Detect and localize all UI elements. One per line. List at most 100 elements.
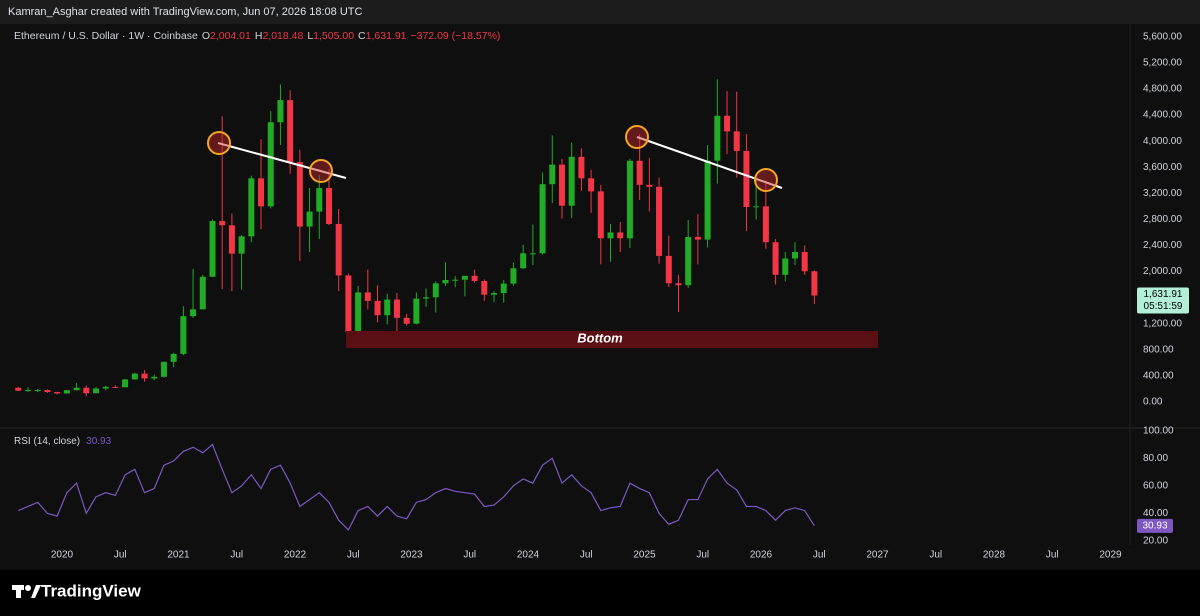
y-tick-label: 4,000.00	[1143, 136, 1182, 147]
candle-body	[248, 178, 255, 237]
last-price: 1,631.91	[1144, 289, 1183, 300]
candle-body	[442, 280, 449, 284]
candle-body	[112, 386, 119, 388]
candle-body	[646, 184, 653, 187]
candle-body	[190, 309, 197, 317]
x-tick-label: 2026	[750, 550, 773, 561]
candle-body	[122, 379, 129, 388]
x-tick-label: Jul	[580, 550, 593, 561]
candle-body	[733, 131, 740, 151]
y-tick-label: 40.00	[1143, 508, 1168, 519]
bottom-zone	[346, 331, 878, 348]
candle-body	[199, 276, 206, 310]
y-tick-label: 800.00	[1143, 344, 1174, 355]
candle-body	[811, 271, 818, 296]
candle-body	[694, 236, 701, 240]
y-tick-label: 100.00	[1143, 425, 1174, 436]
trend-line	[217, 142, 347, 179]
candle-body	[170, 353, 177, 362]
candle-body	[92, 388, 99, 394]
highlight-circle	[309, 159, 333, 183]
close: 1,631.91	[366, 30, 407, 42]
candle-body	[306, 211, 313, 227]
candle-body	[539, 184, 546, 254]
candle-body	[432, 283, 439, 298]
candle-body	[209, 221, 216, 277]
candle-body	[403, 317, 410, 324]
candle-body	[685, 236, 692, 286]
o-label: O	[202, 30, 210, 42]
x-tick-label: Jul	[929, 550, 942, 561]
x-tick-label: 2020	[51, 550, 74, 561]
rsi-legend: RSI (14, close) 30.93	[14, 436, 112, 447]
x-tick-label: 2029	[1099, 550, 1122, 561]
candle-body	[743, 150, 750, 208]
x-tick-label: Jul	[347, 550, 360, 561]
rsi-title: RSI (14, close)	[14, 436, 80, 447]
y-tick-label: 5,600.00	[1143, 32, 1182, 43]
candle-body	[364, 292, 371, 301]
countdown: 05:51:59	[1144, 301, 1183, 312]
y-tick-label: 5,200.00	[1143, 58, 1182, 69]
candle-body	[160, 361, 167, 377]
symbol: Ethereum / U.S. Dollar · 1W · Coinbase	[14, 30, 198, 42]
candle-body	[15, 387, 22, 391]
top-bar	[0, 0, 1200, 24]
candle-body	[636, 160, 643, 185]
candle-body	[277, 100, 284, 123]
candle-body	[73, 387, 80, 391]
last-price-box	[1137, 287, 1189, 314]
candle-body	[267, 122, 274, 207]
candle-body	[510, 268, 517, 284]
trend-line	[636, 136, 783, 189]
candle-body	[568, 156, 575, 206]
x-tick-label: 2024	[517, 550, 540, 561]
candle-body	[753, 206, 760, 208]
high: 2,018.48	[262, 30, 303, 42]
footer-bar	[0, 570, 1200, 616]
candle-body	[25, 390, 32, 392]
candle-body	[656, 186, 663, 256]
candle-body	[801, 251, 808, 272]
candle-body	[44, 390, 51, 393]
candle-body	[83, 387, 90, 394]
candle-body	[325, 188, 332, 224]
h-label: H	[255, 30, 263, 42]
candle-body	[316, 188, 323, 212]
legend: Ethereum / U.S. Dollar · 1W · Coinbase O 2…	[14, 30, 500, 42]
y-tick-label: 2,400.00	[1143, 240, 1182, 251]
candle-body	[520, 253, 527, 269]
candle-body	[34, 390, 41, 392]
candle-body	[578, 156, 585, 179]
candle-body	[529, 253, 536, 255]
x-tick-label: Jul	[114, 550, 127, 561]
y-tick-label: 80.00	[1143, 453, 1168, 464]
highlight-circle	[625, 125, 649, 149]
y-tick-label: 400.00	[1143, 370, 1174, 381]
candle-body	[287, 100, 294, 163]
x-tick-label: 2028	[983, 550, 1006, 561]
candle-body	[393, 299, 400, 318]
candle-body	[704, 160, 711, 240]
x-tick-label: 2027	[866, 550, 889, 561]
candle-body	[355, 292, 362, 333]
x-tick-label: 2023	[400, 550, 423, 561]
c-label: C	[358, 30, 366, 42]
candle-body	[228, 225, 235, 254]
x-tick-label: Jul	[463, 550, 476, 561]
y-tick-label: 2,000.00	[1143, 266, 1182, 277]
candle-body	[481, 280, 488, 295]
candle-body	[471, 275, 478, 281]
plot: 0.00400.00800.001,200.001,600.002,000.00…	[15, 32, 1189, 561]
candle-body	[714, 115, 721, 161]
candle-body	[452, 279, 459, 281]
candle-body	[423, 297, 430, 299]
y-tick-label: 60.00	[1143, 480, 1168, 491]
candle-body	[597, 191, 604, 239]
candle-body	[665, 255, 672, 284]
candle-body	[675, 283, 682, 286]
candle-body	[724, 115, 731, 132]
candle-body	[588, 178, 595, 192]
